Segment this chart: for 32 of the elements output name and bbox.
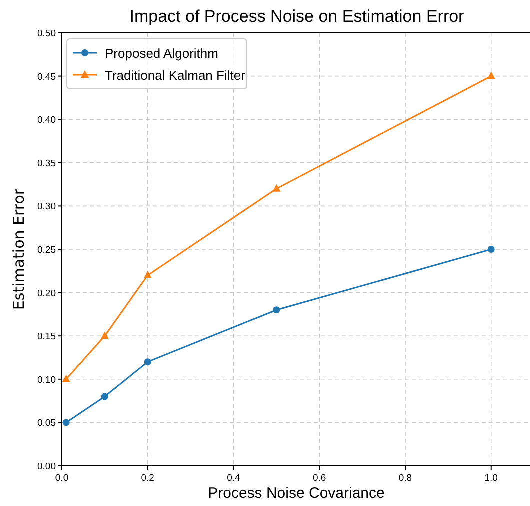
x-tick-label: 0.4 xyxy=(227,473,240,484)
y-tick-label: 0.05 xyxy=(38,418,56,430)
point xyxy=(62,374,70,382)
y-tick-label: 0.00 xyxy=(38,462,56,472)
y-tick-label: 0.15 xyxy=(38,332,56,343)
point xyxy=(487,72,496,80)
point xyxy=(272,184,281,192)
point xyxy=(488,246,495,253)
x-axis-title: Process Noise Covariance xyxy=(208,485,385,502)
point xyxy=(144,358,152,366)
y-tick-label: 0.20 xyxy=(38,288,56,300)
y-tick-label: 0.50 xyxy=(38,28,56,40)
y-tick-label: 0.30 xyxy=(38,202,56,213)
y-tick-label: 0.45 xyxy=(38,72,56,83)
y-tick-label: 0.40 xyxy=(38,115,56,126)
legend-label: Traditional Kalman Filter xyxy=(105,68,246,83)
point xyxy=(101,393,108,400)
x-tick-label: 0.6 xyxy=(313,473,326,484)
x-tick-label: 0.8 xyxy=(398,473,412,484)
y-tick-label: 0.25 xyxy=(38,245,56,256)
y-axis-title: Estimation Error xyxy=(10,188,28,310)
point xyxy=(144,270,152,278)
x-tick-label: 0.2 xyxy=(141,473,154,484)
x-tick-label: 1.0 xyxy=(484,473,498,484)
point xyxy=(62,419,70,426)
point xyxy=(100,332,109,340)
point xyxy=(273,306,280,314)
x-tick-label: 0.0 xyxy=(55,473,69,484)
y-tick-label: 0.35 xyxy=(38,158,56,170)
chart-title: Impact of Process Noise on Estimation Error xyxy=(130,7,465,26)
y-tick-label: 0.10 xyxy=(38,374,56,386)
legend-label: Proposed Algorithm xyxy=(105,46,218,61)
